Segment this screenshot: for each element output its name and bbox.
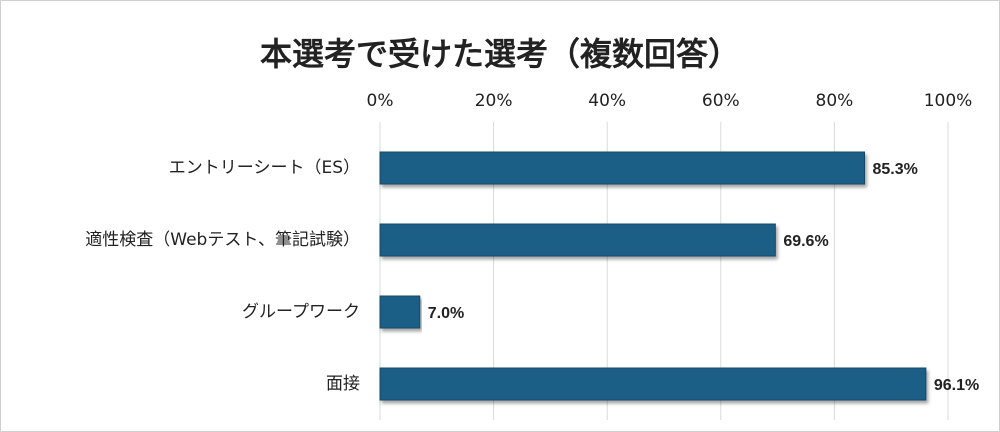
y-tick-label: 適性検査（Webテスト、筆記試験） <box>85 230 360 250</box>
bar <box>379 223 776 257</box>
chart-title: 本選考で受けた選考（複数回答） <box>260 35 740 73</box>
x-tick-label: 0% <box>367 91 394 111</box>
y-tick-label: 面接 <box>326 374 360 394</box>
y-tick-label: エントリーシート（ES） <box>169 158 360 178</box>
bar <box>379 295 421 329</box>
bar <box>379 151 866 185</box>
value-label: 96.1% <box>934 377 979 394</box>
x-tick-label: 80% <box>816 91 854 111</box>
y-tick-label: グループワーク <box>242 302 360 322</box>
value-label: 7.0% <box>428 305 464 322</box>
x-tick-label: 20% <box>475 91 513 111</box>
x-tick-label: 60% <box>702 91 740 111</box>
x-tick-label: 100% <box>924 91 973 111</box>
bar <box>379 367 927 401</box>
value-label: 69.6% <box>783 233 828 250</box>
x-tick-label: 40% <box>588 91 626 111</box>
value-label: 85.3% <box>873 161 918 178</box>
